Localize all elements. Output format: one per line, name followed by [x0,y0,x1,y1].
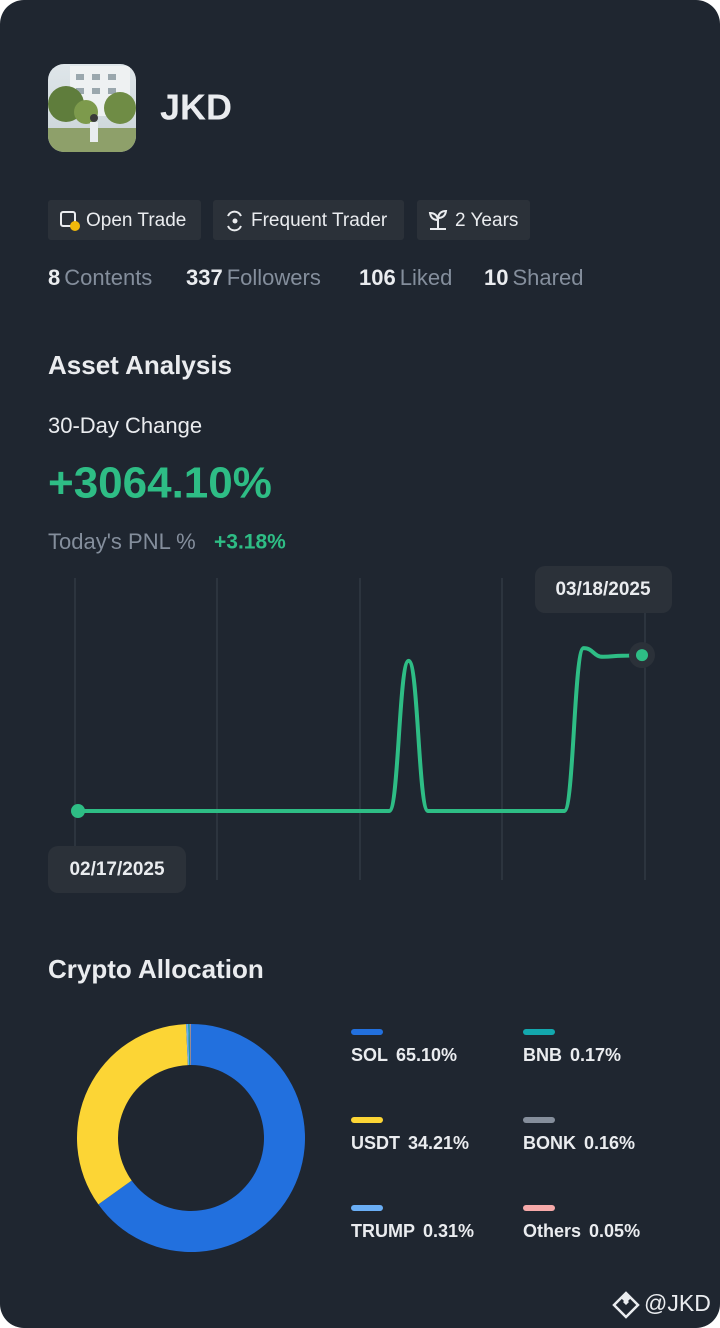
legend: SOL 65.10% USDT 34.21% TRUMP 0.31% BNB 0.17% BON… [351,1029,640,1241]
footer-handle: @JKD [644,1290,711,1316]
stat-label: Liked [400,265,453,290]
donut-chart [77,1024,305,1252]
user-name: JKD [160,87,232,128]
stat-value: 10 [484,265,508,290]
legend-name: BONK [523,1133,576,1153]
donut-slice [188,1024,191,1066]
legend-name: Others [523,1221,581,1241]
chart-guides [74,578,646,880]
legend-swatch [351,1205,383,1211]
legend-swatch [523,1205,555,1211]
legend-entry: Others 0.05% [523,1221,640,1241]
legend-swatch [351,1029,383,1035]
donut-slice [98,1024,305,1252]
badge: Frequent Trader [213,200,404,240]
legend-name: USDT [351,1133,400,1153]
legend-entry: BNB 0.17% [523,1045,621,1065]
section-title: Crypto Allocation [48,954,264,984]
legend-name: TRUMP [351,1221,415,1241]
legend-entry: BONK 0.16% [523,1133,635,1153]
avatar[interactable] [48,64,136,152]
change-value: +3064.10% [48,459,272,508]
badge-label: 2 Years [455,210,518,231]
legend-entry: SOL 65.10% [351,1045,457,1065]
legend-value: 0.17% [570,1045,621,1065]
section-title: Asset Analysis [48,350,232,380]
stat-label: Contents [64,265,152,290]
footer-logo [612,1291,640,1319]
pnl-label: Today's PNL % [48,529,196,554]
stat-value: 106 [359,265,396,290]
end-point [636,649,648,662]
pnl-value: +3.18% [214,531,286,554]
badge-label: Frequent Trader [251,210,388,231]
stat-label: Followers [227,265,321,290]
stat: 106 Liked [359,265,452,290]
date-label: 02/17/2025 [69,859,165,880]
legend-entry: USDT 34.21% [351,1133,469,1153]
end-date-tooltip: 03/18/2025 [535,566,672,613]
legend-swatch [351,1117,383,1123]
donut-slice [77,1024,188,1205]
start-point [71,804,85,818]
badge: Open Trade [48,200,201,240]
legend-value: 0.05% [589,1221,640,1241]
legend-value: 34.21% [408,1133,469,1153]
line-chart [71,642,655,818]
badge-label: Open Trade [86,210,186,231]
stat-value: 337 [186,265,223,290]
legend-name: SOL [351,1045,388,1065]
stat-value: 8 [48,265,60,290]
stat: 337 Followers [186,265,321,290]
stat-label: Shared [512,265,583,290]
legend-swatch [523,1117,555,1123]
legend-value: 65.10% [396,1045,457,1065]
legend-swatch [523,1029,555,1035]
legend-entry: TRUMP 0.31% [351,1221,474,1241]
donut-slice [189,1024,191,1066]
legend-name: BNB [523,1045,562,1065]
line-series [78,646,643,813]
date-label: 03/18/2025 [555,579,651,600]
start-date-tooltip: 02/17/2025 [48,846,186,893]
legend-value: 0.16% [584,1133,635,1153]
badge: 2 Years [417,200,530,240]
donut-slice [186,1024,190,1066]
stat: 10 Shared [484,265,583,290]
stat: 8 Contents [48,265,152,290]
legend-value: 0.31% [423,1221,474,1241]
change-label: 30-Day Change [48,413,202,438]
